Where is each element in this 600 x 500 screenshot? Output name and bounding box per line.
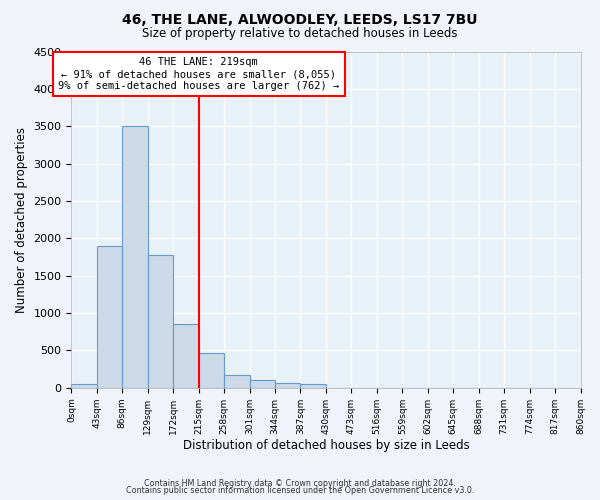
Bar xyxy=(301,384,326,388)
Bar xyxy=(250,380,275,388)
Text: Contains HM Land Registry data © Crown copyright and database right 2024.: Contains HM Land Registry data © Crown c… xyxy=(144,478,456,488)
Bar xyxy=(275,382,301,388)
Text: Contains public sector information licensed under the Open Government Licence v3: Contains public sector information licen… xyxy=(126,486,474,495)
Bar xyxy=(224,375,250,388)
Text: Size of property relative to detached houses in Leeds: Size of property relative to detached ho… xyxy=(142,28,458,40)
Bar xyxy=(148,255,173,388)
Bar xyxy=(199,354,224,388)
Bar xyxy=(97,246,122,388)
Bar xyxy=(173,324,199,388)
Bar xyxy=(71,384,97,388)
Text: 46, THE LANE, ALWOODLEY, LEEDS, LS17 7BU: 46, THE LANE, ALWOODLEY, LEEDS, LS17 7BU xyxy=(122,12,478,26)
X-axis label: Distribution of detached houses by size in Leeds: Distribution of detached houses by size … xyxy=(182,440,469,452)
Text: 46 THE LANE: 219sqm
← 91% of detached houses are smaller (8,055)
9% of semi-deta: 46 THE LANE: 219sqm ← 91% of detached ho… xyxy=(58,58,340,90)
Y-axis label: Number of detached properties: Number of detached properties xyxy=(15,126,28,312)
Bar xyxy=(122,126,148,388)
